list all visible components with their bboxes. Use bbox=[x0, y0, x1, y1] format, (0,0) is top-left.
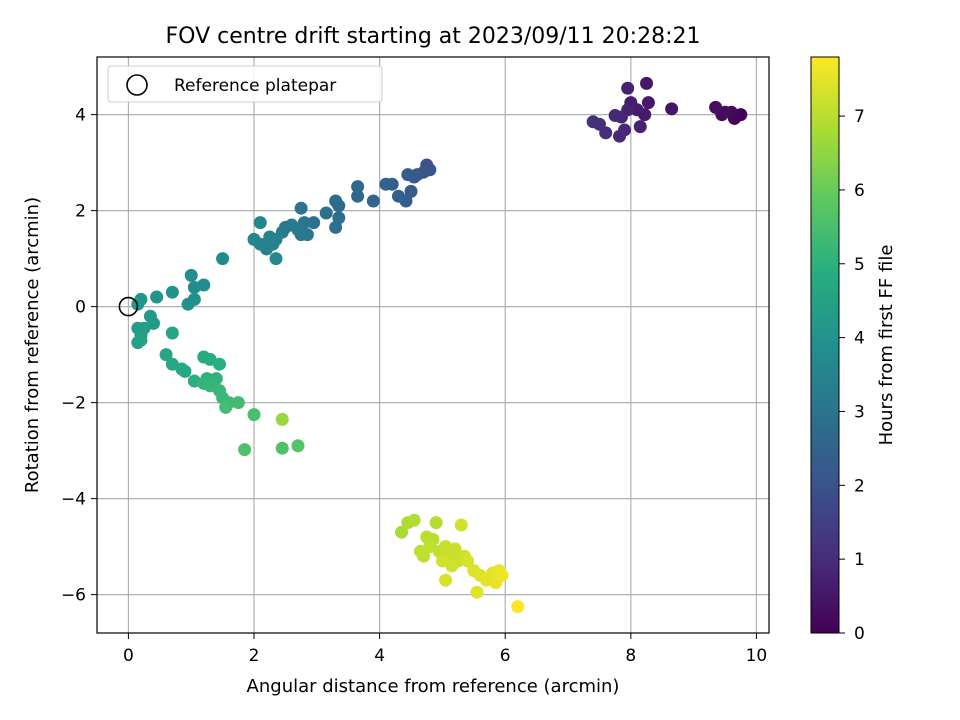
data-point bbox=[238, 443, 252, 457]
data-point bbox=[216, 252, 230, 266]
data-point bbox=[294, 201, 308, 215]
data-point bbox=[275, 441, 289, 455]
data-point bbox=[621, 81, 635, 95]
data-point bbox=[351, 180, 365, 194]
x-axis-ticks: 0 2 4 6 8 10 bbox=[123, 633, 767, 666]
y-tick-label: −2 bbox=[61, 394, 86, 414]
data-point bbox=[291, 439, 305, 453]
data-point bbox=[665, 102, 679, 116]
colorbar-tick-label: 3 bbox=[854, 402, 865, 422]
data-point bbox=[247, 232, 261, 246]
data-point bbox=[401, 168, 415, 182]
x-tick-label: 4 bbox=[374, 646, 385, 666]
data-point bbox=[329, 194, 343, 208]
data-point bbox=[319, 206, 333, 220]
data-point bbox=[461, 554, 475, 568]
data-point bbox=[435, 554, 449, 568]
data-point bbox=[391, 189, 405, 203]
data-point bbox=[275, 412, 289, 426]
data-point bbox=[329, 220, 343, 234]
y-tick-label: 2 bbox=[75, 202, 86, 222]
data-point bbox=[134, 333, 148, 347]
data-point bbox=[448, 542, 462, 556]
data-point bbox=[633, 120, 647, 134]
data-point bbox=[150, 290, 164, 304]
data-point bbox=[219, 400, 233, 414]
data-point bbox=[404, 184, 418, 198]
colorbar-tick-label: 5 bbox=[854, 255, 865, 275]
x-tick-label: 10 bbox=[746, 646, 768, 666]
x-tick-label: 0 bbox=[123, 646, 134, 666]
legend: Reference platepar bbox=[107, 65, 383, 103]
data-point bbox=[608, 109, 622, 123]
data-point bbox=[187, 280, 201, 294]
x-axis-label: Angular distance from reference (arcmin) bbox=[247, 676, 620, 697]
data-point bbox=[395, 525, 409, 539]
x-tick-label: 6 bbox=[500, 646, 511, 666]
data-point bbox=[263, 230, 277, 244]
y-tick-label: −6 bbox=[61, 586, 86, 606]
data-point bbox=[351, 189, 365, 203]
colorbar-tick-label: 0 bbox=[854, 624, 865, 644]
grid bbox=[97, 57, 769, 633]
data-point bbox=[212, 357, 226, 371]
y-axis-ticks: −6 −4 −2 0 2 4 bbox=[61, 106, 97, 606]
data-points bbox=[118, 76, 748, 614]
y-tick-label: −4 bbox=[61, 490, 86, 510]
data-point bbox=[165, 285, 179, 299]
colorbar: 0 1 2 3 4 5 6 7 Hours from first FF file bbox=[810, 56, 897, 644]
data-point bbox=[511, 600, 525, 614]
colorbar-tick-label: 2 bbox=[854, 476, 865, 496]
legend-marker-open-circle bbox=[126, 74, 148, 96]
data-point bbox=[231, 396, 245, 410]
data-point bbox=[159, 348, 173, 362]
data-point bbox=[439, 573, 453, 587]
legend-box bbox=[107, 65, 383, 103]
data-point bbox=[178, 364, 192, 378]
data-point bbox=[253, 216, 267, 230]
data-point bbox=[417, 549, 431, 563]
data-point bbox=[709, 100, 723, 114]
colorbar-ticks: 0 1 2 3 4 5 6 7 bbox=[839, 107, 865, 644]
data-point bbox=[495, 568, 509, 582]
data-point bbox=[641, 96, 655, 110]
data-point bbox=[470, 585, 484, 599]
y-axis-label: Rotation from reference (arcmin) bbox=[22, 197, 43, 493]
plot-frame bbox=[96, 56, 770, 634]
data-point bbox=[379, 177, 393, 191]
data-point bbox=[278, 220, 292, 234]
colorbar-label: Hours from first FF file bbox=[876, 245, 897, 446]
colorbar-tick-label: 6 bbox=[854, 181, 865, 201]
y-tick-label: 0 bbox=[75, 298, 86, 318]
chart-title: FOV centre drift starting at 2023/09/11 … bbox=[166, 24, 701, 49]
data-point bbox=[181, 297, 195, 311]
reference-platepar-marker bbox=[118, 296, 139, 317]
data-point bbox=[269, 252, 283, 266]
data-point bbox=[165, 326, 179, 340]
data-point bbox=[613, 129, 627, 143]
x-tick-label: 8 bbox=[625, 646, 636, 666]
data-point bbox=[307, 216, 321, 230]
legend-label: Reference platepar bbox=[174, 76, 336, 96]
data-point bbox=[586, 115, 600, 129]
colorbar-tick-label: 4 bbox=[854, 329, 865, 349]
data-point bbox=[640, 76, 654, 90]
y-tick-label: 4 bbox=[75, 106, 86, 126]
data-point bbox=[184, 268, 198, 282]
data-point bbox=[454, 518, 468, 532]
colorbar-tick-label: 1 bbox=[854, 550, 865, 570]
colorbar-tick-label: 7 bbox=[854, 107, 865, 127]
colorbar-gradient bbox=[810, 56, 840, 634]
data-point bbox=[429, 516, 443, 530]
data-point bbox=[247, 408, 261, 422]
x-tick-label: 2 bbox=[249, 646, 260, 666]
data-point bbox=[407, 513, 421, 527]
data-point bbox=[366, 194, 380, 208]
